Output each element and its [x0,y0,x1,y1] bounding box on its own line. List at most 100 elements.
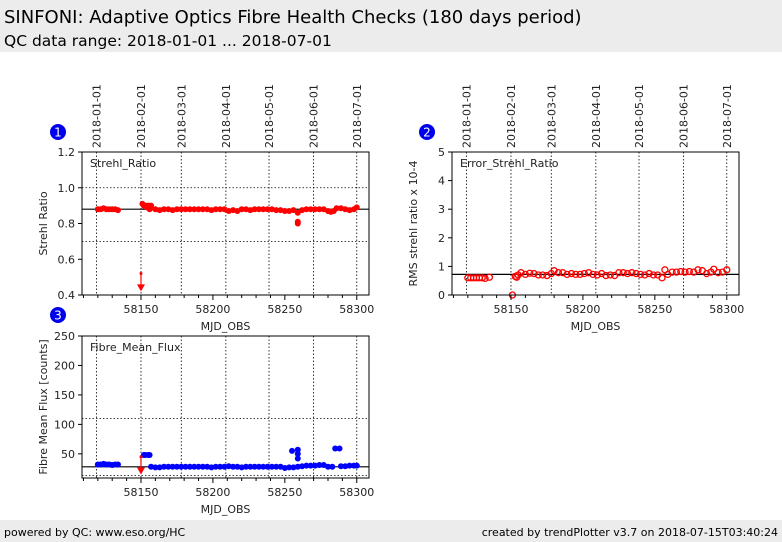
x-tick-label: 58150 [493,303,528,316]
x-tick-label: 58250 [267,486,302,499]
data-point [289,447,296,454]
outlier-arrow-icon [136,284,145,292]
data-point [316,206,323,213]
data-point [260,463,267,470]
series-label: Error_Strehl_Ratio [460,157,559,170]
data-point [567,269,576,278]
data-point [238,206,245,213]
data-point [251,463,258,470]
date-tick-label: 2018-02-01 [505,84,518,148]
y-tick-label: 200 [54,359,75,372]
data-point [316,462,323,469]
x-tick-label: 58250 [637,303,672,316]
data-point [543,271,551,280]
data-point [212,206,219,213]
date-tick-label: 2018-01-01 [460,84,473,148]
data-point [645,269,653,278]
data-point [178,463,185,470]
x-tick-label: 58200 [565,303,600,316]
data-point [623,269,632,278]
data-point [186,206,193,213]
y-tick-label: 2 [438,232,445,245]
data-point [714,269,722,277]
y-tick-label: 0.6 [58,253,76,266]
x-tick-label: 58300 [709,303,744,316]
y-tick-label: 1 [438,260,445,273]
data-point [559,269,567,277]
data-point [538,271,547,279]
footer-powered-by: powered by QC: www.eso.org/HC [4,526,186,539]
data-point [530,269,538,278]
data-point [580,269,589,278]
data-point [641,271,649,279]
data-point [597,269,606,278]
data-point [273,207,280,214]
data-point [333,205,340,212]
date-tick-label: 2018-03-01 [175,84,188,148]
data-point [694,266,702,274]
data-point [329,463,336,470]
data-point [273,463,280,470]
data-point [294,455,301,462]
outlier-arrow-icon [136,467,145,475]
data-point [191,463,198,470]
x-tick-label: 58200 [195,486,230,499]
page-title: SINFONI: Adaptive Optics Fibre Health Ch… [4,7,582,28]
data-point [173,206,180,213]
data-point [148,202,155,209]
y-tick-label: 5 [438,146,445,159]
data-point [212,463,219,470]
data-point [303,206,310,213]
data-point [332,445,339,452]
chart-3: 3 Fibre_Mean_Flux 50 100 150 200 250 58150 58200… [37,307,374,516]
data-point [481,274,489,283]
data-point [478,274,486,282]
data-point [723,266,731,274]
y-tick-label: 1.2 [58,146,76,159]
data-point [152,464,159,471]
data-point [230,463,237,470]
data-point [576,270,584,279]
data-point [243,463,249,470]
data-point [336,445,343,452]
data-point [636,270,645,279]
data-point [658,274,666,282]
x-tick-label: 58200 [195,303,230,316]
data-point [307,462,314,469]
chart-1: 1 2018-01-01 2018-02-01 2018-03-01 2018-04-0… [37,84,374,333]
data-point [199,206,206,213]
x-axis-label: MJD_OBS [571,320,621,333]
y-tick-label: 150 [54,389,75,402]
y-tick-label: 0.8 [58,218,76,231]
data-point [485,273,494,281]
data-point [182,206,189,213]
data-point [628,269,636,277]
date-tick-label: 2018-05-01 [633,84,646,148]
data-point [312,206,319,213]
data-point [632,269,640,278]
footer-created-by: created by trendPlotter v3.7 on 2018-07-… [481,526,778,539]
y-axis-label: Strehl Ratio [37,191,50,255]
page-subtitle: QC data range: 2018-01-01 ... 2018-07-01 [4,32,332,50]
data-point [286,464,293,471]
data-point [264,206,271,213]
data-point [681,268,689,276]
date-tick-label: 2018-03-01 [545,84,558,148]
data-point [521,270,530,279]
data-point [649,271,658,279]
outlier-point [139,455,143,459]
data-point [606,271,614,279]
data-point [593,271,601,279]
data-point [563,270,571,279]
chart-number: 2 [423,126,431,140]
data-point [191,206,198,213]
data-point [255,463,262,470]
data-point [672,268,681,276]
data-point [255,206,262,213]
data-point [554,269,563,277]
data-point [217,206,224,213]
y-tick-label: 50 [61,448,75,461]
y-tick-label: 100 [54,418,75,431]
data-point [247,463,254,470]
